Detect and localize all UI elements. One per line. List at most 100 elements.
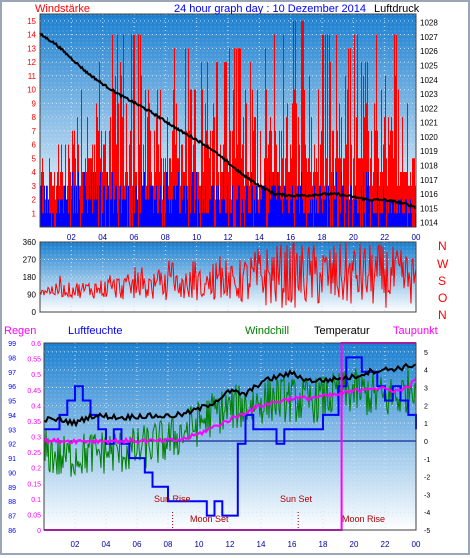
humidity-y-tick: 93	[8, 427, 16, 434]
rain-y-tick: 0.15	[27, 481, 41, 488]
temp-x-tick: 02	[71, 540, 80, 549]
rain-y-tick: 0.6	[31, 341, 41, 348]
pressure-y-tick: 1020	[420, 133, 438, 142]
dir-y-tick: 270	[23, 256, 37, 265]
wind-x-tick: 12	[224, 233, 233, 242]
wind-y-tick: 9	[32, 99, 37, 108]
event-moon-rise: Moon Rise	[342, 514, 385, 524]
pressure-y-tick: 1028	[420, 19, 438, 28]
pressure-y-tick: 1023	[420, 90, 438, 99]
rain-y-tick: 0.1	[31, 497, 41, 504]
temp-x-tick: 08	[164, 540, 173, 549]
temperature-line	[43, 362, 417, 428]
pressure-y-tick: 1027	[420, 33, 438, 42]
wind-x-tick: 06	[130, 233, 139, 242]
humidity-y-tick: 96	[8, 384, 16, 391]
humidity-y-tick: 90	[8, 470, 16, 477]
temp-panel-border	[43, 342, 417, 531]
temp-y-tick: 5	[424, 350, 428, 357]
temp-y-tick: -3	[424, 492, 430, 499]
wind-x-tick: 10	[192, 233, 201, 242]
wind-strength-label: Windstärke	[35, 3, 90, 15]
temp-y-tick: -4	[424, 510, 430, 517]
compass-n-bottom: N	[438, 308, 447, 322]
wind-direction-line	[39, 241, 417, 308]
dir-y-tick: 0	[32, 308, 37, 317]
rain-y-tick: 0.55	[27, 357, 41, 364]
humidity-y-tick: 86	[8, 528, 16, 535]
temp-x-tick: 20	[350, 540, 359, 549]
rain-y-tick: 0.45	[27, 388, 41, 395]
wind-y-tick: 14	[27, 31, 36, 40]
humidity-y-tick: 94	[8, 413, 16, 420]
wind-y-tick: 8	[32, 113, 37, 122]
pressure-y-tick: 1024	[420, 76, 438, 85]
compass-s: S	[438, 274, 446, 288]
wind-y-tick: 5	[32, 154, 37, 163]
humidity-line	[44, 356, 417, 517]
temp-x-tick: 22	[381, 540, 390, 549]
dir-y-tick: 180	[23, 273, 37, 282]
wind-x-tick: 00	[412, 233, 421, 242]
temp-y-tick: 3	[424, 386, 428, 393]
pressure-y-tick: 1018	[420, 162, 438, 171]
rain-y-tick: 0.35	[27, 419, 41, 426]
rain-y-tick: 0.05	[27, 512, 41, 519]
humidity-y-tick: 98	[8, 355, 16, 362]
chart-title: 24 hour graph day : 10 Dezember 2014	[174, 3, 366, 15]
wind-x-tick: 08	[161, 233, 170, 242]
pressure-y-tick: 1015	[420, 204, 438, 213]
rain-y-tick: 0.25	[27, 450, 41, 457]
wind-x-tick: 16	[286, 233, 295, 242]
dir-y-tick: 360	[23, 238, 37, 247]
wind-x-tick: 04	[98, 233, 107, 242]
rain-label: Regen	[4, 325, 36, 337]
pressure-y-tick: 1014	[420, 219, 438, 228]
compass-n-top: N	[438, 239, 447, 253]
temp-y-tick: 4	[424, 368, 428, 375]
humidity-y-tick: 92	[8, 442, 16, 449]
wind-panel-border	[39, 13, 417, 228]
humidity-y-tick: 91	[8, 456, 16, 463]
wind-x-tick: 02	[67, 233, 76, 242]
wind-y-tick: 7	[32, 127, 37, 136]
humidity-y-tick: 87	[8, 514, 16, 521]
pressure-y-tick: 1021	[420, 119, 438, 128]
wind-x-tick: 20	[349, 233, 358, 242]
rain-y-tick: 0.5	[31, 372, 41, 379]
rain-y-tick: 0.3	[31, 435, 41, 442]
wind-y-tick: 12	[27, 58, 36, 67]
temp-y-tick: -1	[424, 457, 430, 464]
temp-y-tick: 0	[424, 439, 428, 446]
compass-o: O	[438, 291, 447, 305]
wind-y-tick: 4	[32, 168, 37, 177]
weather-chart-svg: 1234567891011121314151014101510161017101…	[4, 3, 449, 549]
temp-y-tick: -5	[424, 528, 430, 535]
temp-x-tick: 06	[133, 540, 142, 549]
pressure-line	[39, 32, 417, 210]
temp-x-tick: 12	[226, 540, 235, 549]
pressure-label: Luftdruck	[374, 3, 420, 15]
temperature-label: Temperatur	[314, 325, 370, 337]
pressure-y-tick: 1022	[420, 104, 438, 113]
pressure-y-tick: 1026	[420, 47, 438, 56]
dewpoint-line	[43, 378, 417, 446]
wind-x-tick: 22	[380, 233, 389, 242]
event-moon-set: Moon Set	[190, 514, 229, 524]
temp-y-tick: 1	[424, 421, 428, 428]
wind-x-tick: 18	[318, 233, 327, 242]
humidity-y-tick: 99	[8, 341, 16, 348]
temp-y-tick: -2	[424, 475, 430, 482]
temp-x-tick: 00	[412, 540, 421, 549]
pressure-y-tick: 1017	[420, 176, 438, 185]
dewpoint-label: Taupunkt	[393, 325, 438, 337]
humidity-y-tick: 95	[8, 399, 16, 406]
temp-x-tick: 14	[257, 540, 266, 549]
humidity-y-tick: 97	[8, 370, 16, 377]
windchill-line	[43, 365, 417, 477]
compass-letters: N W S O N	[437, 239, 449, 322]
humidity-y-tick: 89	[8, 485, 16, 492]
windchill-label: Windchill	[245, 325, 289, 337]
wind-y-tick: 11	[28, 72, 37, 81]
